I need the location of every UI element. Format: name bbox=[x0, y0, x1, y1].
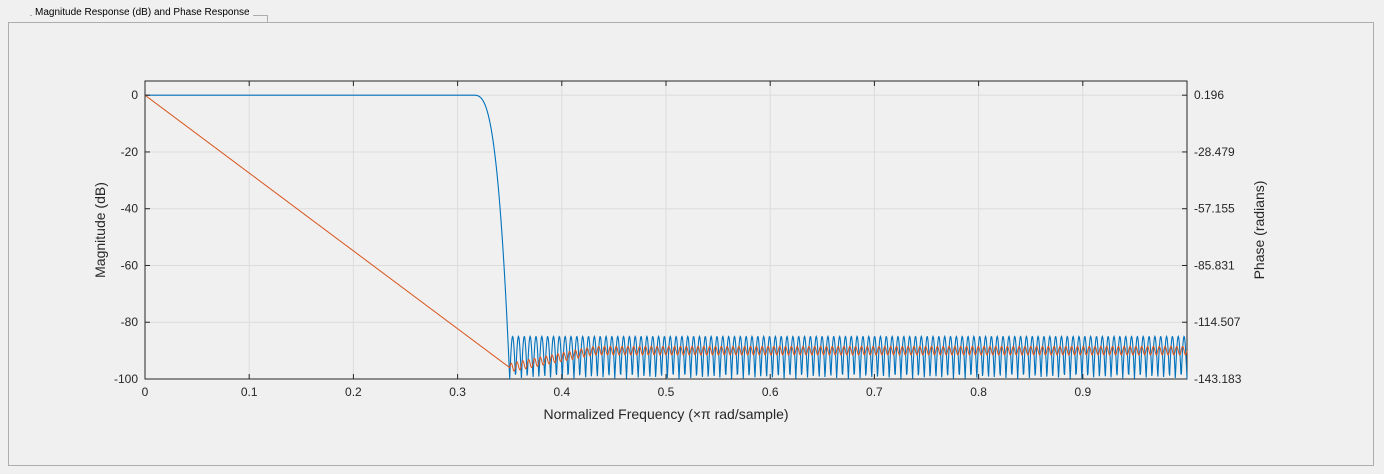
y-tick-label: -80 bbox=[121, 315, 139, 329]
y2-tick-label: -57.155 bbox=[1194, 202, 1235, 216]
magnitude-series-line bbox=[145, 94, 1188, 380]
ticks: 0 0.1 0.2 0.3 0.4 0.5 0.6 0.7 0.8 0.9 0 -20 -40 -60 -8… bbox=[114, 81, 1242, 399]
x-axis-label: Normalized Frequency (×π rad/sample) bbox=[543, 406, 788, 422]
x-tick-label: 0.4 bbox=[553, 385, 570, 399]
y2-tick-label: -85.831 bbox=[1194, 258, 1235, 272]
x-tick-label: 0.5 bbox=[658, 385, 675, 399]
x-tick-label: 0.9 bbox=[1074, 385, 1091, 399]
y-tick-label: -40 bbox=[121, 202, 139, 216]
y2-tick-label: -28.479 bbox=[1194, 145, 1235, 159]
x-tick-label: 0 bbox=[142, 385, 149, 399]
y2-axis-label: Phase (radians) bbox=[1251, 181, 1267, 280]
x-tick-label: 0.3 bbox=[449, 385, 466, 399]
y2-tick-label: -143.183 bbox=[1194, 372, 1242, 386]
y-tick-label: -20 bbox=[121, 145, 139, 159]
x-tick-label: 0.6 bbox=[762, 385, 779, 399]
x-tick-label: 0.1 bbox=[241, 385, 258, 399]
y-axis-label: Magnitude (dB) bbox=[92, 182, 108, 278]
x-tick-label: 0.8 bbox=[970, 385, 987, 399]
grid bbox=[145, 81, 1187, 380]
series-layer bbox=[144, 94, 1188, 380]
plot-panel bbox=[8, 22, 1374, 466]
y2-tick-label: 0.196 bbox=[1194, 88, 1224, 102]
y-tick-label: -100 bbox=[114, 372, 138, 386]
x-tick-label: 0.2 bbox=[345, 385, 362, 399]
x-tick-label: 0.7 bbox=[866, 385, 883, 399]
y-tick-label: -60 bbox=[121, 258, 139, 272]
phase-series-line bbox=[144, 94, 1188, 372]
panel-title: Magnitude Response (dB) and Phase Respon… bbox=[32, 7, 253, 18]
y-tick-label: 0 bbox=[131, 88, 138, 102]
y2-tick-label: -114.507 bbox=[1194, 315, 1241, 329]
